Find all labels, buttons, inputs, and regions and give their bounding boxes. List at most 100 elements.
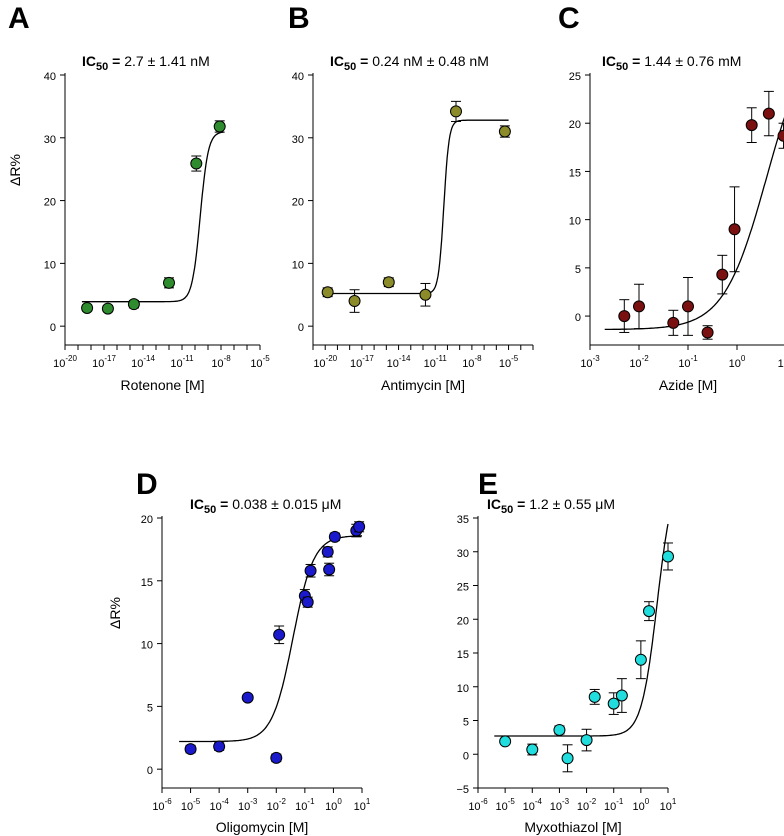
data-point bbox=[580, 734, 593, 747]
ic50-subscript: 50 bbox=[616, 61, 628, 73]
data-point bbox=[450, 105, 462, 118]
panel-letter: B bbox=[288, 2, 310, 35]
y-tick-label: 20 bbox=[457, 615, 469, 627]
data-point bbox=[643, 605, 655, 618]
data-point bbox=[101, 302, 114, 315]
ic50-value: 0.038 ± 0.015 μM bbox=[232, 496, 341, 512]
fit-curve bbox=[81, 131, 224, 303]
y-tick-label: −5 bbox=[456, 784, 469, 796]
x-axis-label: Azide [M] bbox=[659, 377, 717, 393]
y-tick-label: 20 bbox=[569, 119, 581, 131]
y-tick-label: 40 bbox=[292, 71, 304, 83]
x-tick-label: 10-14 bbox=[131, 354, 155, 370]
data-point bbox=[498, 125, 511, 138]
data-point bbox=[353, 520, 366, 533]
y-tick-label: 5 bbox=[463, 717, 469, 729]
data-point bbox=[682, 300, 694, 313]
ic50-value: 1.2 ± 0.55 μM bbox=[529, 496, 615, 512]
ic50-equals: = bbox=[513, 496, 529, 512]
y-tick-label: 25 bbox=[569, 71, 581, 83]
ic50-equals: = bbox=[216, 496, 232, 512]
fit-curve bbox=[179, 535, 363, 743]
x-tick-label: 10-6 bbox=[152, 797, 172, 813]
y-tick-label: 0 bbox=[463, 750, 469, 762]
data-point bbox=[301, 596, 314, 609]
data-point bbox=[618, 310, 631, 323]
x-tick-label: 10-5 bbox=[181, 797, 201, 813]
x-axis-label: Antimycin [M] bbox=[381, 377, 465, 393]
ic50-subscript: 50 bbox=[501, 504, 513, 516]
x-tick-label: 10-4 bbox=[209, 797, 229, 813]
x-tick-label: 10-8 bbox=[211, 354, 231, 370]
data-point bbox=[701, 326, 714, 339]
ic50-title: IC50 = 0.24 nM ± 0.48 nM bbox=[330, 53, 489, 73]
data-point bbox=[328, 530, 341, 543]
data-point bbox=[241, 691, 254, 704]
x-tick-label: 10-5 bbox=[495, 797, 515, 813]
data-point bbox=[127, 298, 140, 311]
data-point bbox=[561, 752, 574, 765]
x-tick-label: 10-2 bbox=[577, 797, 597, 813]
y-tick-label: 20 bbox=[292, 197, 304, 209]
fit-curve bbox=[322, 119, 509, 295]
y-tick-label: 0 bbox=[147, 765, 153, 777]
y-tick-label: 15 bbox=[569, 167, 581, 179]
x-tick-label: 10-3 bbox=[238, 797, 258, 813]
x-tick-label: 101 bbox=[778, 354, 784, 370]
x-tick-label: 100 bbox=[729, 354, 746, 370]
ic50-equals: = bbox=[628, 53, 644, 69]
fit-curve bbox=[604, 116, 784, 331]
ic50-subscript: 50 bbox=[204, 504, 216, 516]
y-tick-label: 5 bbox=[575, 264, 581, 276]
ic50-title: IC50 = 1.2 ± 0.55 μM bbox=[487, 496, 615, 516]
y-tick-label: 10 bbox=[569, 216, 581, 228]
x-tick-label: 10-6 bbox=[468, 797, 488, 813]
y-tick-label: 20 bbox=[44, 197, 56, 209]
data-point bbox=[667, 316, 680, 329]
ic50-label: IC bbox=[82, 53, 96, 69]
ic50-subscript: 50 bbox=[96, 61, 108, 73]
y-axis-label: ΔR% bbox=[7, 154, 23, 186]
data-point bbox=[273, 628, 286, 641]
panel-b: B IC50 = 0.24 nM ± 0.48 nM 0 10 20 30 40 10-20 1… bbox=[288, 2, 534, 393]
x-tick-label: 100 bbox=[633, 797, 650, 813]
ic50-equals: = bbox=[108, 53, 124, 69]
x-tick-label: 10-11 bbox=[170, 354, 194, 370]
y-tick-label: 0 bbox=[298, 322, 304, 334]
x-tick-label: 10-3 bbox=[580, 354, 600, 370]
y-tick-label: 0 bbox=[575, 312, 581, 324]
x-tick-label: 100 bbox=[325, 797, 342, 813]
data-point bbox=[213, 120, 226, 133]
ic50-label: IC bbox=[602, 53, 616, 69]
ic50-title: IC50 = 2.7 ± 1.41 nM bbox=[82, 53, 210, 73]
ic50-value: 0.24 nM ± 0.48 nM bbox=[372, 53, 489, 69]
data-point bbox=[184, 743, 197, 756]
x-tick-label: 10-2 bbox=[267, 797, 287, 813]
y-tick-label: 30 bbox=[292, 134, 304, 146]
y-tick-label: 30 bbox=[457, 548, 469, 560]
x-tick-label: 10-5 bbox=[250, 354, 270, 370]
ic50-value: 1.44 ± 0.76 mM bbox=[644, 53, 741, 69]
y-tick-label: 10 bbox=[457, 683, 469, 695]
x-tick-label: 10-3 bbox=[550, 797, 570, 813]
y-axis-label: ΔR% bbox=[107, 597, 123, 629]
x-tick-label: 10-17 bbox=[92, 354, 116, 370]
x-tick-label: 10-11 bbox=[424, 354, 448, 370]
ic50-label: IC bbox=[330, 53, 344, 69]
x-axis-label: Myxothiazol [M] bbox=[524, 819, 621, 835]
fit-curve bbox=[494, 523, 669, 737]
x-tick-label: 10-20 bbox=[313, 354, 337, 370]
panel-letter: A bbox=[8, 2, 30, 35]
ic50-label: IC bbox=[190, 496, 204, 512]
y-tick-label: 40 bbox=[44, 71, 56, 83]
y-tick-label: 10 bbox=[292, 259, 304, 271]
data-point bbox=[777, 129, 784, 142]
panel-letter: C bbox=[558, 2, 580, 35]
data-point bbox=[190, 157, 203, 170]
data-point bbox=[633, 300, 645, 313]
data-point bbox=[762, 107, 775, 120]
data-point bbox=[588, 690, 601, 703]
ic50-value: 2.7 ± 1.41 nM bbox=[124, 53, 210, 69]
